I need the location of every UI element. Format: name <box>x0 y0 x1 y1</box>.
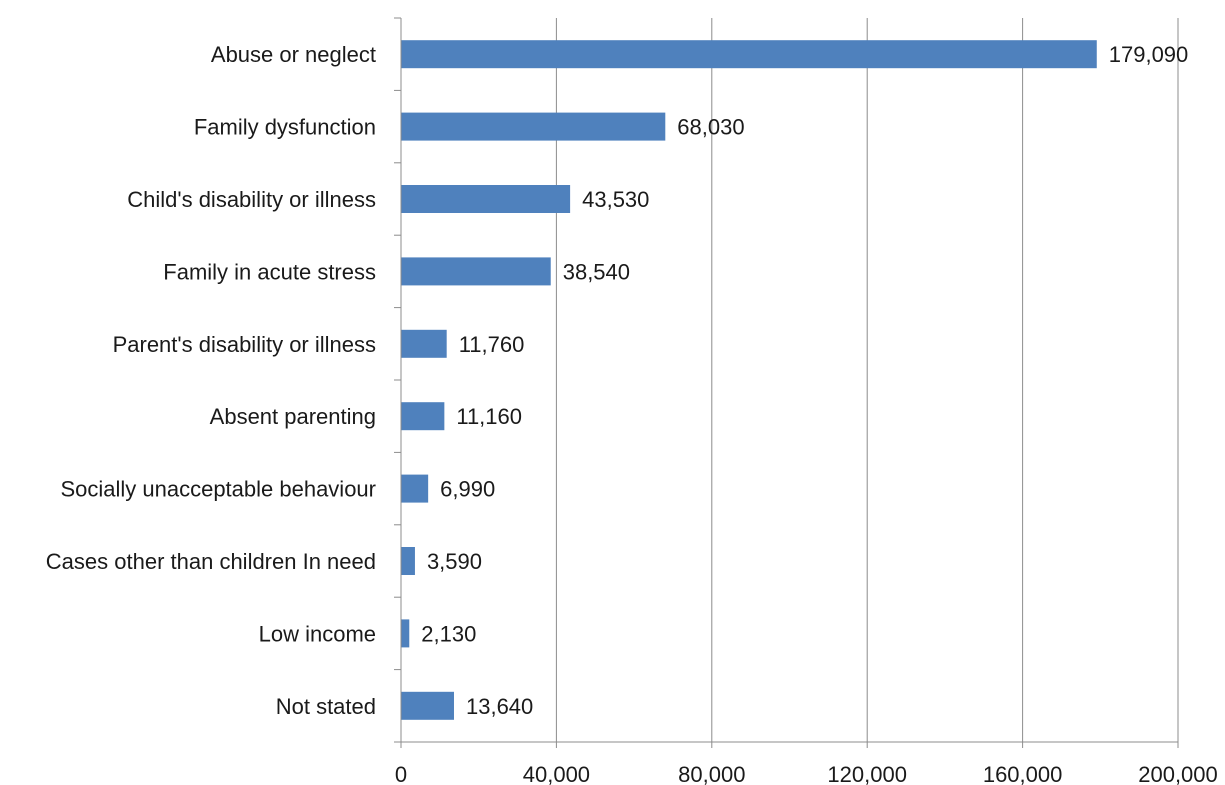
bar <box>401 40 1097 69</box>
labels-layer: 0 40,000 80,000 120,000 160,000 200,000 Abuse … <box>46 42 1218 785</box>
value-label: 43,530 <box>582 187 649 212</box>
x-tick-label: 80,000 <box>678 762 745 785</box>
bars-layer <box>401 40 1097 720</box>
category-label: Low income <box>259 621 376 646</box>
value-label: 179,090 <box>1109 42 1189 67</box>
x-tick-label: 0 <box>395 762 407 785</box>
bar <box>401 329 447 358</box>
value-label: 13,640 <box>466 694 533 719</box>
value-label: 38,540 <box>563 259 630 284</box>
x-tick-label: 200,000 <box>1138 762 1218 785</box>
category-label: Cases other than children In need <box>46 549 376 574</box>
value-label: 2,130 <box>421 621 476 646</box>
value-label: 11,160 <box>456 404 522 429</box>
category-label: Absent parenting <box>210 404 376 429</box>
category-label: Abuse or neglect <box>211 42 376 67</box>
value-label: 3,590 <box>427 549 482 574</box>
x-tick-label: 40,000 <box>523 762 590 785</box>
category-label: Child's disability or illness <box>127 187 376 212</box>
bar <box>401 474 429 503</box>
axis-layer <box>394 17 1179 748</box>
bar <box>401 112 666 141</box>
value-label: 68,030 <box>677 115 744 140</box>
category-label: Family in acute stress <box>163 259 376 284</box>
value-label: 6,990 <box>440 477 495 502</box>
x-tick-label: 160,000 <box>983 762 1063 785</box>
bar <box>401 547 415 575</box>
bar <box>401 185 571 213</box>
category-label: Family dysfunction <box>194 115 376 140</box>
bar <box>401 257 551 286</box>
category-label: Socially unacceptable behaviour <box>60 477 376 502</box>
grid-layer <box>555 18 1179 742</box>
x-tick-label: 120,000 <box>827 762 907 785</box>
bar <box>401 691 454 720</box>
bar <box>401 402 445 431</box>
category-label: Not stated <box>276 694 376 719</box>
value-label: 11,760 <box>459 332 525 357</box>
bar <box>401 619 410 648</box>
category-label: Parent's disability or illness <box>113 332 376 357</box>
